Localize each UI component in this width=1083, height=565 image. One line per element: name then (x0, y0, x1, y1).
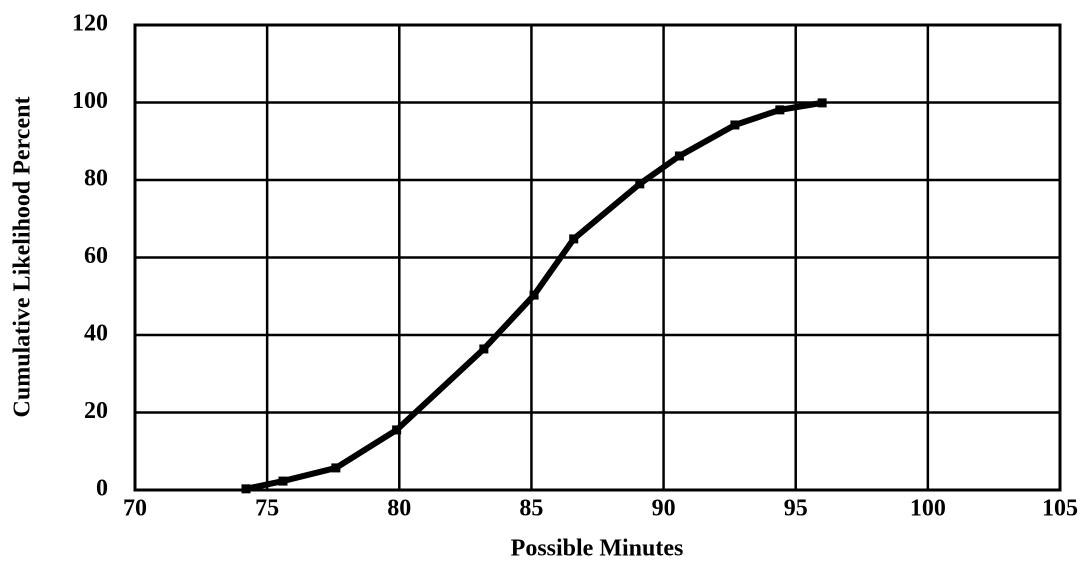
y-tick-label: 20 (84, 398, 108, 424)
data-point (278, 476, 288, 486)
x-tick-label: 75 (255, 496, 279, 522)
x-tick-label: 100 (910, 496, 946, 522)
data-point (392, 425, 402, 435)
x-tick-label: 70 (123, 496, 147, 522)
y-tick-label: 60 (84, 243, 108, 269)
plot-border (133, 23, 1062, 492)
y-tick-label: 80 (84, 166, 108, 192)
x-tick-label: 80 (387, 496, 411, 522)
x-tick-label: 90 (652, 496, 676, 522)
y-tick-label: 120 (72, 11, 108, 37)
data-point (817, 98, 827, 108)
data-point (331, 463, 341, 473)
x-tick-label: 85 (519, 496, 543, 522)
x-tick-label: 95 (784, 496, 808, 522)
y-tick-label: 100 (72, 88, 108, 114)
data-point (529, 290, 539, 300)
y-tick-label: 40 (84, 321, 108, 347)
x-axis-label: Possible Minutes (511, 536, 684, 562)
data-point (479, 344, 489, 354)
data-point (775, 105, 785, 115)
data-point (674, 151, 684, 161)
data-line (245, 99, 823, 492)
y-tick-label: 0 (96, 476, 108, 502)
data-point (241, 484, 251, 494)
y-axis-label: Cumulative Likelihood Percent (10, 97, 36, 418)
x-tick-label: 105 (1042, 496, 1078, 522)
data-point (730, 120, 740, 130)
data-point (569, 234, 579, 244)
data-point (635, 179, 645, 189)
